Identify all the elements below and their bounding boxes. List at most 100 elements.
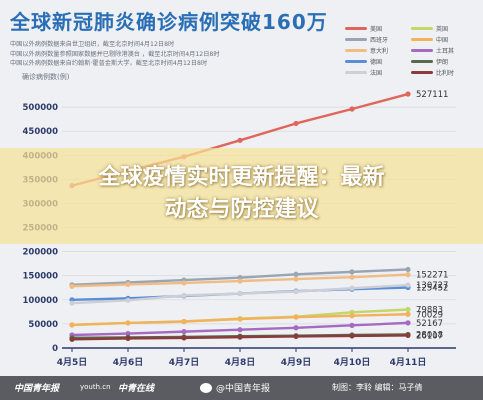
x-tick-label: 4月10日 bbox=[334, 357, 371, 368]
data-point bbox=[293, 289, 299, 295]
data-point bbox=[293, 314, 299, 320]
legend-swatch bbox=[411, 60, 433, 63]
y-tick-label: 500000 bbox=[23, 103, 59, 113]
data-point bbox=[405, 306, 411, 313]
data-point bbox=[293, 276, 299, 282]
footer-bar: 中国青年报 youth.cn 中青在线 @中国青年报 制图：李聆 编辑：马子倩 bbox=[0, 376, 483, 400]
x-tick-label: 4月9日 bbox=[281, 357, 312, 368]
data-point bbox=[237, 334, 243, 340]
data-point bbox=[125, 297, 131, 303]
data-label: 152271 bbox=[416, 271, 448, 281]
y-tick-label: 150000 bbox=[23, 272, 59, 282]
data-point bbox=[181, 318, 187, 325]
data-point bbox=[181, 335, 187, 341]
data-point bbox=[293, 333, 299, 340]
legend-entry: 意大利 bbox=[345, 46, 409, 55]
data-point bbox=[405, 332, 411, 339]
legend-entry: 英国 bbox=[411, 24, 475, 33]
legend-swatch bbox=[345, 38, 367, 41]
legend-swatch bbox=[411, 27, 433, 30]
chart-subtitle: 中国以外病例数据来自世卫组织，截至北京时间4月12日8时 中国以外病例数量参照国… bbox=[10, 40, 340, 69]
subtitle-line: 中国以外病例数量参照国家数据并已剔除港澳台 ，截至北京时间4月12日8时 bbox=[10, 50, 220, 58]
footer-handle-text: @中国青年报 bbox=[216, 384, 271, 394]
subtitle-line: 中国以外病例数据来自世卫组织，截至北京时间4月12日8时 bbox=[10, 41, 175, 48]
data-point bbox=[181, 329, 187, 335]
data-point bbox=[237, 327, 243, 333]
x-tick-label: 4月6日 bbox=[113, 357, 144, 368]
data-point bbox=[293, 271, 299, 277]
data-label: 125452 bbox=[416, 284, 448, 294]
legend-label: 意大利 bbox=[370, 48, 389, 55]
chart-title: 全球新冠肺炎确诊病例突破160万 bbox=[10, 10, 328, 34]
legend-entry: 土耳其 bbox=[411, 46, 475, 55]
chart-legend: 美国 英国 西班牙 中国意大利 土耳其德国 伊朗法国 比利时 bbox=[345, 24, 475, 77]
legend-entry: 西班牙 bbox=[345, 35, 409, 44]
data-label: 130727 bbox=[416, 281, 448, 291]
legend-label: 比利时 bbox=[436, 70, 455, 77]
headline-banner bbox=[0, 148, 483, 244]
data-point bbox=[181, 292, 187, 299]
x-tick-label: 4月5日 bbox=[57, 357, 88, 368]
x-tick-label: 4月8日 bbox=[225, 357, 256, 368]
footer-logo-youth: youth.cn bbox=[80, 383, 111, 391]
data-point bbox=[69, 283, 75, 289]
data-label: 70029 bbox=[416, 310, 443, 320]
x-tick-label: 4月11日 bbox=[390, 357, 427, 368]
data-point bbox=[405, 266, 411, 273]
data-point bbox=[125, 330, 131, 337]
y-tick-label: 100000 bbox=[23, 296, 59, 306]
data-point bbox=[349, 269, 355, 275]
legend-entry: 法国 bbox=[345, 68, 409, 77]
data-point bbox=[237, 137, 243, 143]
footer-logo-cyd: 中国青年报 bbox=[14, 384, 60, 394]
data-point bbox=[349, 274, 355, 280]
legend-swatch bbox=[411, 49, 433, 52]
footer-credits: 制图：李聆 编辑：马子倩 bbox=[332, 383, 423, 392]
y-axis-label: 确诊病例数(例) bbox=[22, 73, 70, 81]
legend-entry: 比利时 bbox=[411, 68, 475, 77]
legend-label: 法国 bbox=[370, 70, 383, 77]
data-point bbox=[69, 336, 75, 342]
data-point bbox=[349, 285, 355, 291]
data-point bbox=[293, 325, 299, 331]
data-point bbox=[405, 272, 411, 278]
y-tick-label: 50000 bbox=[28, 320, 58, 330]
legend-label: 德国 bbox=[370, 59, 383, 66]
data-point bbox=[125, 320, 131, 326]
data-label: 52167 bbox=[416, 319, 443, 329]
data-point bbox=[405, 311, 411, 317]
data-point bbox=[349, 313, 355, 319]
legend-swatch bbox=[345, 49, 367, 52]
data-point bbox=[405, 91, 411, 97]
data-point bbox=[237, 290, 243, 297]
legend-swatch bbox=[345, 71, 367, 74]
headline-line-2: 动态与防控建议 bbox=[164, 197, 319, 222]
data-label: 527111 bbox=[416, 90, 448, 100]
data-point bbox=[293, 120, 299, 127]
subtitle-line: 中国以外病例数据来自约翰斯·霍普金斯大学，截至北京时间4月12日8时 bbox=[10, 60, 208, 67]
data-point bbox=[181, 280, 187, 286]
data-point bbox=[237, 316, 243, 322]
footer-logo-cyol: 中青在线 bbox=[118, 384, 155, 394]
footer-weibo-handle: @中国青年报 bbox=[200, 381, 270, 394]
data-label: 26107 bbox=[416, 331, 443, 341]
legend-entry: 美国 bbox=[345, 24, 409, 33]
legend-label: 土耳其 bbox=[436, 48, 455, 55]
data-label: 79883 bbox=[416, 306, 443, 316]
data-point bbox=[69, 300, 75, 306]
x-tick-label: 4月7日 bbox=[169, 357, 200, 368]
legend-label: 中国 bbox=[436, 37, 449, 44]
data-point bbox=[405, 282, 411, 288]
data-point bbox=[349, 106, 355, 112]
weibo-icon bbox=[200, 382, 212, 393]
legend-swatch bbox=[411, 38, 433, 41]
data-point bbox=[405, 320, 411, 326]
data-point bbox=[125, 335, 131, 341]
legend-entry: 中国 bbox=[411, 35, 475, 44]
legend-swatch bbox=[411, 71, 433, 74]
y-tick-label: 200000 bbox=[23, 248, 59, 258]
legend-entry: 伊朗 bbox=[411, 57, 475, 66]
data-point bbox=[349, 322, 355, 328]
legend-label: 美国 bbox=[370, 26, 383, 33]
